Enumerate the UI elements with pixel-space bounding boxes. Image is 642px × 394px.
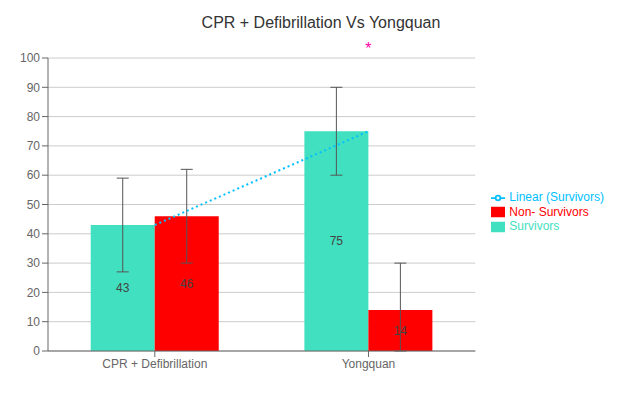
svg-text:*: *: [365, 40, 371, 57]
html-text:Survivors: Survivors: [509, 219, 560, 234]
svg-text:Yongquan: Yongquan: [342, 357, 396, 371]
svg-text:CPR + Defibrillation: CPR + Defibrillation: [102, 357, 207, 371]
svg-text:75: 75: [330, 234, 344, 248]
svg-text:70: 70: [27, 139, 41, 153]
svg-text:46: 46: [180, 277, 194, 291]
svg-text:60: 60: [27, 168, 41, 182]
svg-text:10: 10: [27, 315, 41, 329]
html-text:Linear (Survivors): Linear (Survivors): [509, 189, 604, 204]
svg-text:40: 40: [27, 227, 41, 241]
svg-text:0: 0: [33, 344, 40, 358]
svg-text:43: 43: [116, 281, 130, 295]
svg-text:50: 50: [27, 198, 41, 212]
html-text:Non- Survivors: Non- Survivors: [509, 204, 589, 219]
html-text:CPR + Defibrillation Vs Yongqu: CPR + Defibrillation Vs Yongquan: [201, 14, 441, 31]
svg-text:90: 90: [27, 81, 41, 95]
svg-text:14: 14: [394, 324, 408, 338]
svg-text:100: 100: [20, 51, 40, 65]
svg-text:20: 20: [27, 286, 41, 300]
svg-text:30: 30: [27, 256, 41, 270]
svg-text:80: 80: [27, 110, 41, 124]
